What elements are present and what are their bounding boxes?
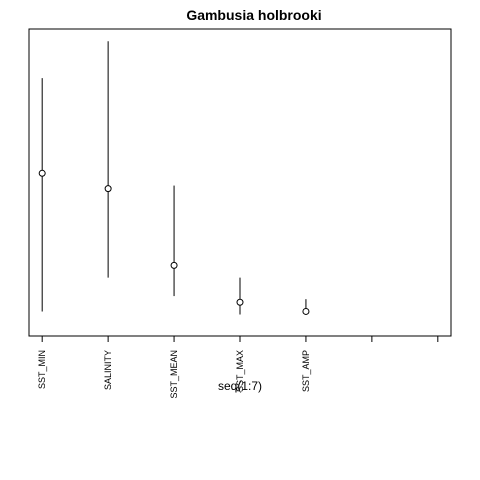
chart-title: Gambusia holbrooki bbox=[186, 7, 321, 23]
x-tick-label: SALINITY bbox=[103, 350, 113, 390]
data-point bbox=[170, 261, 178, 269]
data-point bbox=[302, 307, 310, 315]
chart-marks bbox=[38, 41, 310, 315]
data-point bbox=[236, 298, 244, 306]
data-point bbox=[104, 185, 112, 193]
x-tick-label: SST_AMP bbox=[301, 350, 311, 392]
data-point bbox=[38, 169, 46, 177]
x-tick-label: SST_MIN bbox=[37, 350, 47, 389]
x-axis: SST_MIN SALINITY SST_MEAN SST_MAX SST_AMP bbox=[37, 335, 439, 399]
x-tick-label: SST_MAX bbox=[235, 350, 245, 392]
x-tick-label: SST_MEAN bbox=[169, 350, 179, 399]
x-axis-label: seq(1:7) bbox=[218, 379, 262, 393]
